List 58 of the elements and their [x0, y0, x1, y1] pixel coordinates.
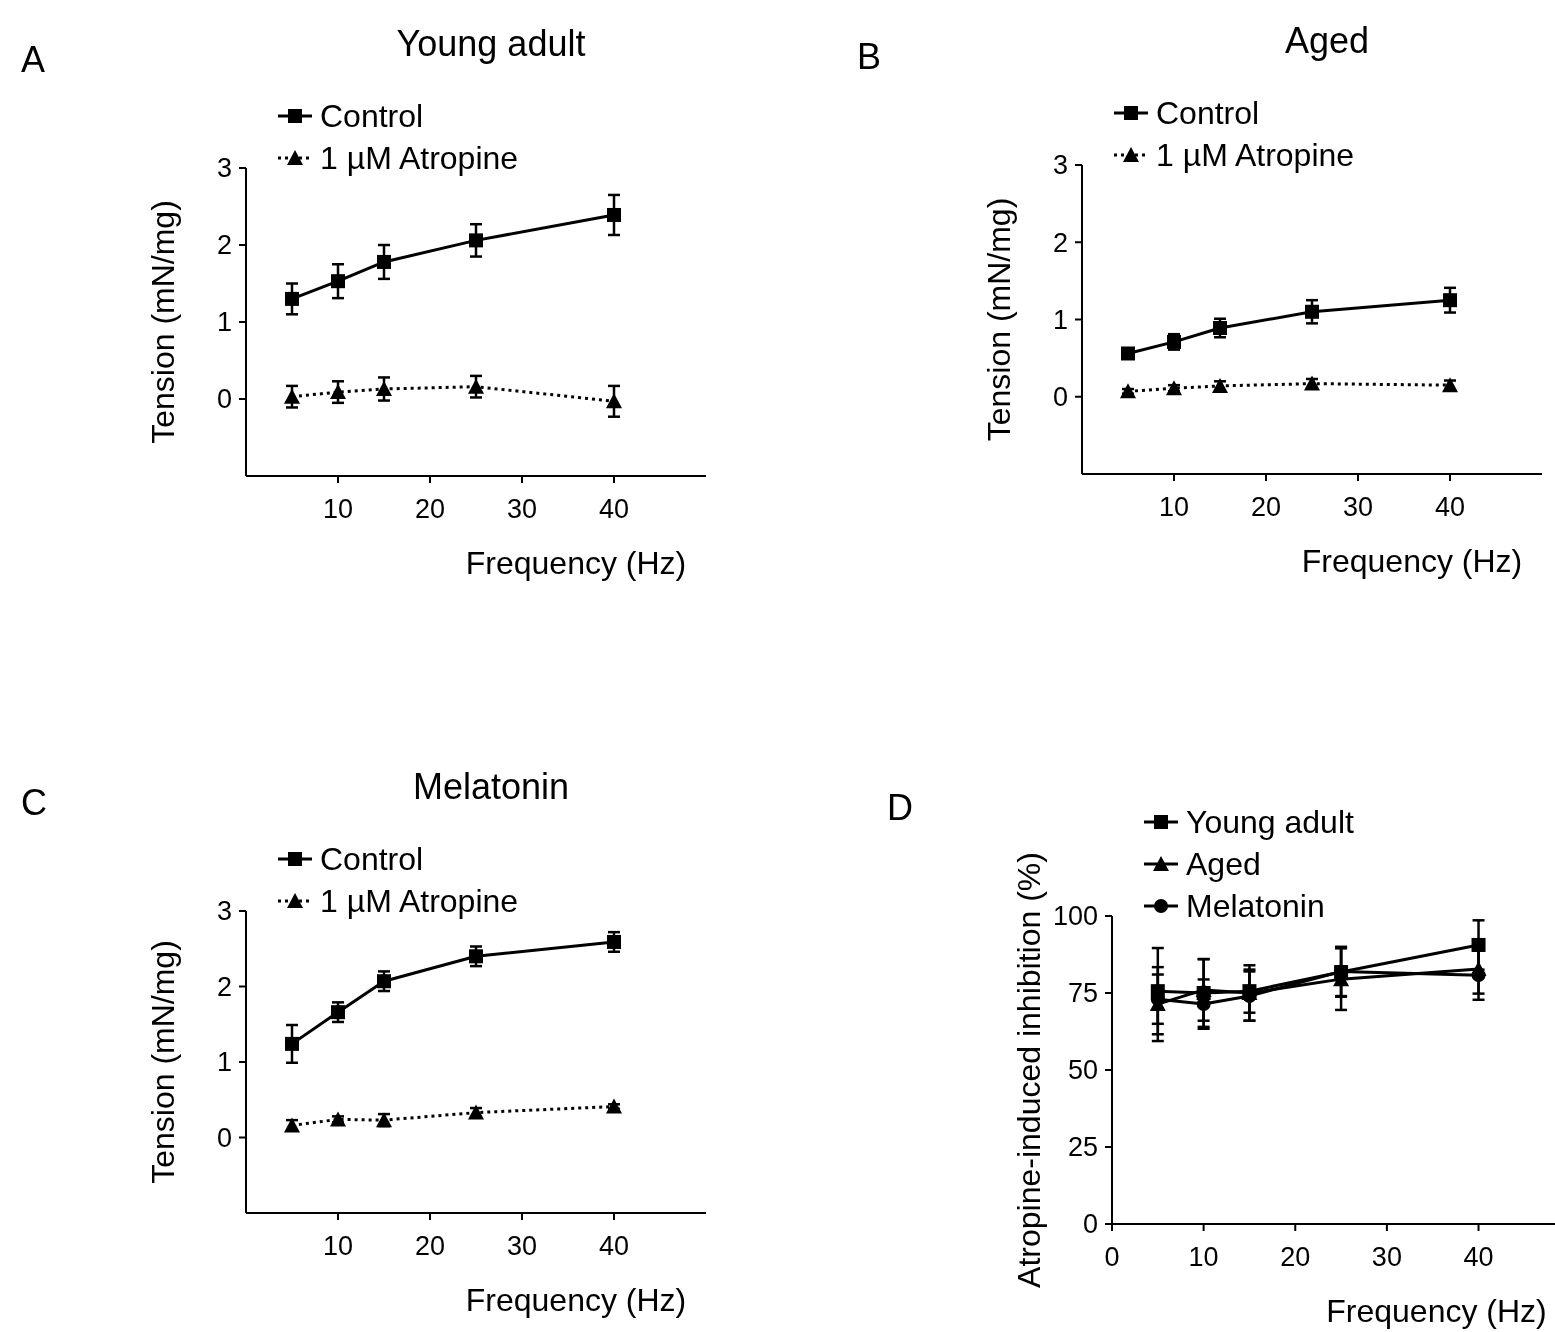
y-tick-label: 1	[216, 1047, 232, 1078]
legend-label: Aged	[1186, 846, 1261, 883]
x-tick-label: 20	[1250, 492, 1282, 522]
x-tick-label: 10	[1158, 492, 1190, 522]
x-tick-label: 40	[1434, 492, 1466, 522]
text: B	[857, 36, 882, 77]
y-tick-label: 0	[216, 384, 232, 415]
x-tick-label: 30	[1342, 492, 1374, 522]
y-tick-label: 25	[1067, 1132, 1098, 1163]
x-axis-title: Frequency (Hz)	[1301, 543, 1523, 579]
y-tick-label: 0	[1082, 1209, 1098, 1240]
y-tick-label: 3	[1052, 150, 1068, 181]
text: D	[887, 787, 913, 828]
x-tick-label: 0	[1104, 1242, 1120, 1272]
x-tick-label: 10	[322, 1231, 354, 1261]
x-tick-label: 10	[322, 494, 354, 524]
x-axis-title: Frequency (Hz)	[465, 1282, 687, 1318]
x-tick-label: 20	[414, 494, 446, 524]
y-tick-label: 100	[1052, 901, 1098, 932]
text: C	[21, 782, 47, 823]
y-tick-label: 2	[216, 230, 232, 261]
x-axis-title: Frequency (Hz)	[1326, 1293, 1547, 1329]
text: A	[21, 39, 46, 80]
chart-title: Melatonin	[412, 766, 570, 807]
y-axis-title: Tension (mN/mg)	[981, 197, 1017, 442]
x-tick-label: 40	[598, 1231, 630, 1261]
y-tick-label: 50	[1067, 1055, 1098, 1086]
legend-label: 1 µM Atropine	[1156, 137, 1355, 174]
legend-label: Control	[320, 841, 424, 878]
y-axis-title: Tension (mN/mg)	[145, 200, 181, 444]
y-tick-label: 3	[216, 896, 232, 927]
legend-label: Control	[320, 98, 424, 135]
x-tick-label: 30	[506, 1231, 538, 1261]
y-tick-label: 2	[1052, 227, 1068, 258]
legend-label: Control	[1156, 95, 1260, 132]
y-tick-label: 1	[216, 307, 232, 338]
x-tick-label: 10	[1188, 1242, 1219, 1272]
chart-title: Young adult	[396, 23, 586, 64]
x-tick-label: 40	[598, 494, 630, 524]
chart-title: Aged	[1284, 20, 1370, 61]
y-tick-label: 1	[1052, 304, 1068, 335]
x-tick-label: 20	[1280, 1242, 1311, 1272]
legend-label: 1 µM Atropine	[320, 140, 519, 177]
x-axis-title: Frequency (Hz)	[465, 545, 687, 581]
y-tick-label: 2	[216, 971, 232, 1002]
y-tick-label: 75	[1067, 978, 1098, 1009]
x-tick-label: 30	[1371, 1242, 1402, 1272]
legend-label: Melatonin	[1186, 888, 1325, 925]
legend-label: 1 µM Atropine	[320, 883, 519, 920]
y-tick-label: 3	[216, 153, 232, 184]
legend-label: Young adult	[1186, 804, 1354, 841]
x-tick-label: 20	[414, 1231, 446, 1261]
y-tick-label: 0	[1052, 382, 1068, 413]
x-tick-label: 40	[1463, 1242, 1494, 1272]
x-tick-label: 30	[506, 494, 538, 524]
y-axis-title: Tension (mN/mg)	[145, 940, 181, 1184]
y-axis-title: Atropine-induced inhibition (%)	[1011, 852, 1047, 1288]
y-tick-label: 0	[216, 1122, 232, 1153]
